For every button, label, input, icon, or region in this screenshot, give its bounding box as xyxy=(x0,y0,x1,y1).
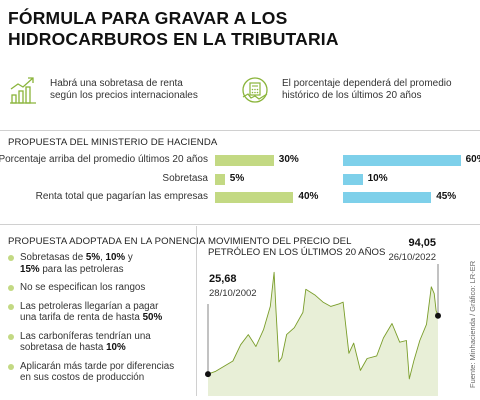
end-point xyxy=(435,312,441,319)
title-line-1: FÓRMULA PARA GRAVAR A LOS xyxy=(8,8,288,28)
info-text-average: El porcentaje dependerá del promedio his… xyxy=(282,78,452,102)
list-item-highlight: 15% xyxy=(20,263,40,275)
list-item-text: Las petroleras llegarían a pagar xyxy=(20,300,159,312)
ministry-row-label: Sobretasa xyxy=(162,173,208,184)
chart-title-line-2: PETRÓLEO EN LOS ÚLTIMOS 20 AÑOS xyxy=(208,247,385,258)
bullet-dot xyxy=(8,303,14,310)
list-item-text: Aplicarán más tarde por diferencias xyxy=(20,360,175,372)
info-item-average: El porcentaje dependerá del promedio his… xyxy=(240,70,452,110)
title-line-2: HIDROCARBUROS EN LA TRIBUTARIA xyxy=(8,29,339,49)
info-text-surcharge: Habrá una sobretasa de renta según los p… xyxy=(50,78,198,102)
list-item-highlight: 50% xyxy=(142,312,163,323)
bullet-dot xyxy=(8,285,14,291)
bullet-dot xyxy=(8,255,14,261)
ministry-row-label: Porcentaje arriba del promedio últimos 2… xyxy=(0,154,208,165)
list-item-highlight: 5% xyxy=(85,252,101,263)
bullet-dot xyxy=(8,333,14,340)
list-item-text: Sobretasas de xyxy=(20,252,86,263)
start-date-label: 28/10/2002 xyxy=(209,288,257,299)
chart-area xyxy=(208,272,438,396)
bar-blue-value: 45% xyxy=(436,191,457,202)
ministry-row-label: Renta total que pagarían las empresas xyxy=(35,191,208,202)
list-item-text: en sus costos de producción xyxy=(20,372,145,383)
list-item-text: Las carboníferas tendrían una xyxy=(20,330,151,342)
list-item-text: , xyxy=(100,252,106,263)
list-item: Las petroleras llegarían a pagar una tari… xyxy=(8,301,188,324)
info-item-surcharge: Habrá una sobretasa de renta según los p… xyxy=(8,70,198,110)
list-item: Las carboníferas tendrían una sobretasa d… xyxy=(8,331,188,354)
bar-blue xyxy=(343,155,461,166)
list-item-text: una tarifa de renta de hasta xyxy=(20,312,143,323)
bar-green-value: 40% xyxy=(298,191,319,202)
bar-green-value: 5% xyxy=(229,173,245,184)
list-item-text: y xyxy=(125,252,133,263)
end-date-label: 26/10/2022 xyxy=(388,252,436,263)
list-item-text: sobretasa de hasta xyxy=(20,342,107,353)
list-item-text: No se especifican los rangos xyxy=(20,282,146,293)
ministry-row: Sobretasa 5% 10% xyxy=(0,172,480,186)
list-item-text: para las petroleras xyxy=(39,263,124,275)
info-line: histórico de los últimos 20 años xyxy=(282,90,422,101)
growth-chart-icon xyxy=(10,77,36,104)
start-value-label: 25,68 xyxy=(209,273,237,285)
bar-blue xyxy=(343,192,432,203)
list-item-highlight: 10% xyxy=(105,252,126,263)
ministry-row: Renta total que pagarían las empresas 40… xyxy=(0,190,480,204)
info-line: Habrá una sobretasa de renta xyxy=(50,78,183,89)
chart-title-line-1: MOVIMIENTO DEL PRECIO DEL xyxy=(208,236,352,247)
divider-vertical xyxy=(196,226,197,396)
list-item: Sobretasas de 5%, 10% y 15% para las petr… xyxy=(8,252,188,275)
list-item: Aplicarán más tarde por diferencias en su… xyxy=(8,361,188,384)
ministry-row: Porcentaje arriba del promedio últimos 2… xyxy=(0,153,480,167)
list-item-highlight: 10% xyxy=(106,342,126,353)
bar-green xyxy=(215,174,225,185)
info-line: El porcentaje dependerá del promedio xyxy=(282,78,452,89)
oil-price-chart: MOVIMIENTO DEL PRECIO DEL PETRÓLEO EN LO… xyxy=(205,236,441,396)
divider-top xyxy=(0,130,480,131)
chart-line xyxy=(207,271,439,380)
page-title: FÓRMULA PARA GRAVAR A LOS HIDROCARBUROS … xyxy=(8,8,448,50)
bar-blue xyxy=(343,174,363,185)
ministry-section-label: Propuesta del Ministerio de Hacienda xyxy=(8,137,218,148)
divider-middle xyxy=(0,224,480,225)
bar-blue-value: 60% xyxy=(465,154,480,165)
calculator-chart-icon xyxy=(242,77,268,103)
list-item: No se especifican los rangos xyxy=(8,282,188,294)
source-credit: Fuente: Minhacienda / Gráfico: LR-ER xyxy=(468,260,477,388)
end-value-label: 94,05 xyxy=(408,237,436,249)
bar-green xyxy=(215,155,274,166)
start-point xyxy=(205,371,211,378)
ponencia-section-label: Propuesta adoptada en la ponencia xyxy=(8,236,206,247)
bullet-dot xyxy=(8,363,14,370)
bar-blue-value: 10% xyxy=(367,173,388,184)
bar-green-value: 30% xyxy=(278,154,299,165)
ponencia-list: Sobretasas de 5%, 10% y 15% para las petr… xyxy=(8,252,188,391)
info-line: según los precios internacionales xyxy=(50,90,198,101)
bar-green xyxy=(215,192,294,203)
